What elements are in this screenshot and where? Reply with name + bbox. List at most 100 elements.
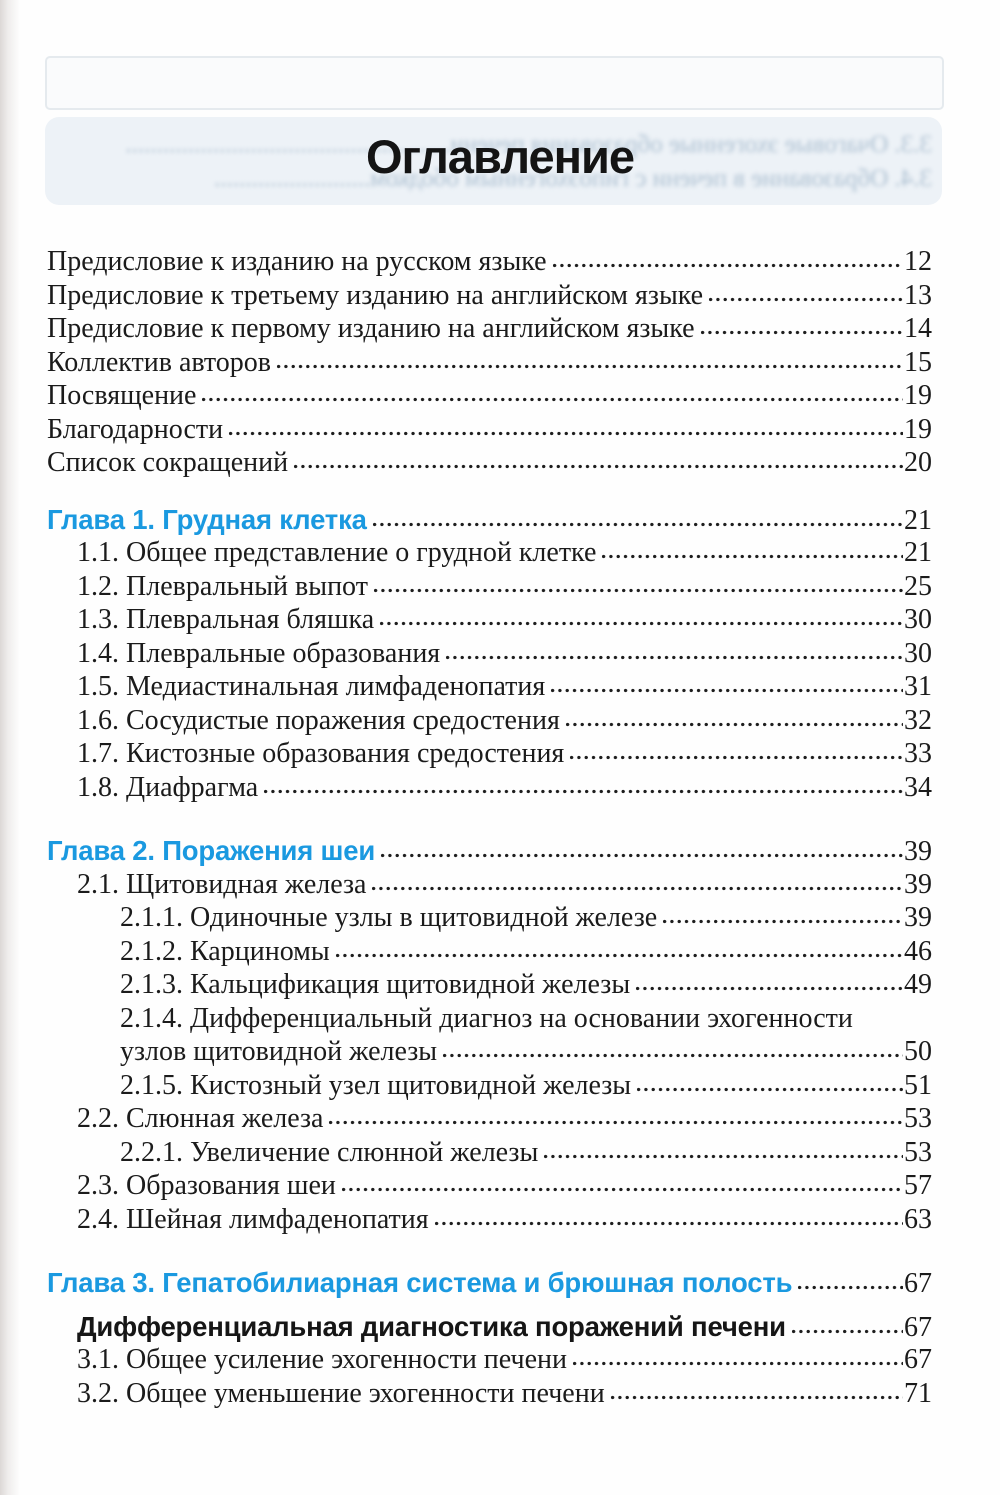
toc-entry: 1.2. Плевральный выпот 25	[47, 570, 932, 604]
page-number: 30	[904, 604, 932, 635]
leader-dots	[662, 917, 903, 926]
toc-entry-label: 1.4. Плевральные образования	[77, 637, 441, 669]
toc-entry-label: Предисловие к третьему изданию на англий…	[47, 279, 704, 311]
leader-dots	[340, 1185, 903, 1194]
page-number: 53	[904, 1103, 932, 1134]
page-number: 13	[904, 279, 932, 311]
toc-entry: Посвящение 19	[47, 379, 932, 413]
table-of-contents: Предисловие к изданию на русском языке 12…	[47, 245, 932, 1410]
toc-entry-label: Предисловие к изданию на русском языке	[47, 246, 547, 277]
page-number: 49	[904, 969, 932, 1000]
toc-entry: 2.1.1. Одиночные узлы в щитовидной желез…	[47, 901, 932, 935]
toc-entry-label: Коллектив авторов	[47, 346, 271, 378]
toc-entry-label: 3.1. Общее усиление эхогенности печени	[77, 1344, 567, 1375]
leader-dots	[790, 1326, 903, 1336]
toc-entry: 2.1. Щитовидная железа 39	[47, 868, 932, 902]
toc-entry: 2.1.5. Кистозный узел щитовидной железы 5…	[47, 1069, 932, 1103]
chapter-heading-label: Глава 2. Поражения шеи	[47, 835, 376, 866]
leader-dots	[276, 361, 903, 371]
page-number: 67	[904, 1344, 932, 1375]
leader-dots	[293, 462, 903, 471]
toc-entry-label: 2.4. Шейная лимфаденопатия	[77, 1203, 429, 1235]
page-title: Оглавление	[365, 130, 635, 183]
page-number: 57	[904, 1170, 932, 1201]
leader-dots	[543, 1151, 903, 1161]
toc-entry: 1.7. Кистозные образования средостения 33	[47, 737, 932, 771]
page-number: 25	[904, 570, 932, 602]
toc-entry-label: 1.3. Плевральная бляшка	[77, 604, 375, 635]
toc-entry-label: 2.1.5. Кистозный узел щитовидной железы	[120, 1069, 632, 1101]
toc-entry: 2.4. Шейная лимфаденопатия 63	[47, 1203, 932, 1237]
page-number: 19	[904, 380, 932, 411]
leader-dots	[445, 652, 903, 662]
leader-dots	[442, 1051, 903, 1060]
leader-dots	[201, 395, 903, 404]
toc-entry: Предисловие к первому изданию на английс…	[47, 312, 932, 346]
toc-entry: 1.6. Сосудистые поражения средостения 32	[47, 704, 932, 738]
toc-entry: Предисловие к изданию на русском языке 12	[47, 245, 932, 279]
page-number: 33	[904, 738, 932, 769]
leader-dots	[551, 261, 903, 270]
page-number: 63	[904, 1203, 932, 1235]
leader-dots	[699, 328, 903, 337]
page-number: 39	[904, 868, 932, 900]
leader-dots	[380, 851, 903, 860]
leader-dots	[569, 753, 903, 762]
toc-entry: Дифференциальная диагностика поражений п…	[47, 1310, 932, 1344]
toc-entry: 2.3. Образования шеи 57	[47, 1169, 932, 1203]
leader-dots	[564, 719, 903, 729]
bleedthrough-box	[45, 56, 944, 110]
page-number: 39	[904, 902, 932, 933]
leader-dots	[708, 294, 903, 304]
leader-dots	[550, 686, 903, 695]
toc-entry-label: 1.2. Плевральный выпот	[77, 570, 368, 602]
toc-entry-label: 1.6. Сосудистые поражения средостения	[77, 704, 560, 736]
leader-dots	[635, 984, 903, 993]
page-number: 14	[904, 313, 932, 344]
toc-entry-label: Предисловие к первому изданию на английс…	[47, 313, 695, 344]
page-number: 51	[904, 1069, 932, 1101]
page-number: 12	[904, 246, 932, 277]
toc-entry-label: 1.1. Общее представление о грудной клетк…	[77, 537, 597, 568]
toc-entry: 2.1.3. Кальцификация щитовидной железы 49	[47, 968, 932, 1002]
leader-dots	[797, 1283, 903, 1292]
toc-entry-label: 2.1.4. Дифференциальный диагноз на основ…	[120, 1002, 853, 1034]
bleedthrough-band: 3.3. Очаговые эхогенные образования пече…	[45, 117, 942, 205]
toc-entry: Благодарности 19	[47, 413, 932, 447]
page-number: 67	[904, 1311, 932, 1343]
toc-entry-label: 2.1.1. Одиночные узлы в щитовидной желез…	[120, 902, 658, 933]
toc-entry: 3.1. Общее усиление эхогенности печени 67	[47, 1343, 932, 1377]
page-number: 34	[904, 771, 932, 803]
toc-entry: узлов щитовидной железы 50	[47, 1035, 932, 1069]
page-number: 30	[904, 637, 932, 669]
page-number: 53	[904, 1136, 932, 1168]
leader-dots	[372, 585, 903, 595]
toc-entry-label: 2.2. Слюнная железа	[77, 1103, 324, 1134]
leader-dots	[371, 883, 903, 893]
page-number: 50	[904, 1036, 932, 1067]
toc-entry: 1.5. Медиастинальная лимфаденопатия 31	[47, 670, 932, 704]
page-number: 32	[904, 704, 932, 736]
chapter-heading: Глава 2. Поражения шеи 39	[47, 834, 932, 868]
leader-dots	[636, 1084, 903, 1094]
chapter-heading-label: Глава 1. Грудная клетка	[47, 503, 367, 535]
toc-entry-label: Список сокращений	[47, 447, 289, 478]
toc-entry-label: 3.2. Общее уменьшение эхогенности печени	[77, 1377, 605, 1409]
toc-entry-label: 2.1.3. Кальцификация щитовидной железы	[120, 969, 631, 1000]
page-number: 19	[904, 413, 932, 445]
toc-entry: Коллектив авторов 15	[47, 346, 932, 380]
leader-dots	[228, 428, 903, 438]
leader-dots	[328, 1118, 903, 1127]
toc-entry-label: 2.3. Образования шеи	[77, 1170, 336, 1201]
toc-entry: 1.1. Общее представление о грудной клетк…	[47, 536, 932, 570]
scanned-page-edge	[0, 0, 20, 1495]
leader-dots	[433, 1218, 903, 1228]
leader-dots	[334, 950, 903, 960]
page-number: 21	[904, 504, 932, 536]
toc-entry: Предисловие к третьему изданию на англий…	[47, 279, 932, 313]
toc-entry-label: узлов щитовидной железы	[120, 1036, 438, 1067]
leader-dots	[379, 619, 903, 628]
toc-entry: Список сокращений 20	[47, 446, 932, 480]
page-number: 15	[904, 346, 932, 378]
toc-entry-label: 2.1. Щитовидная железа	[77, 868, 367, 900]
